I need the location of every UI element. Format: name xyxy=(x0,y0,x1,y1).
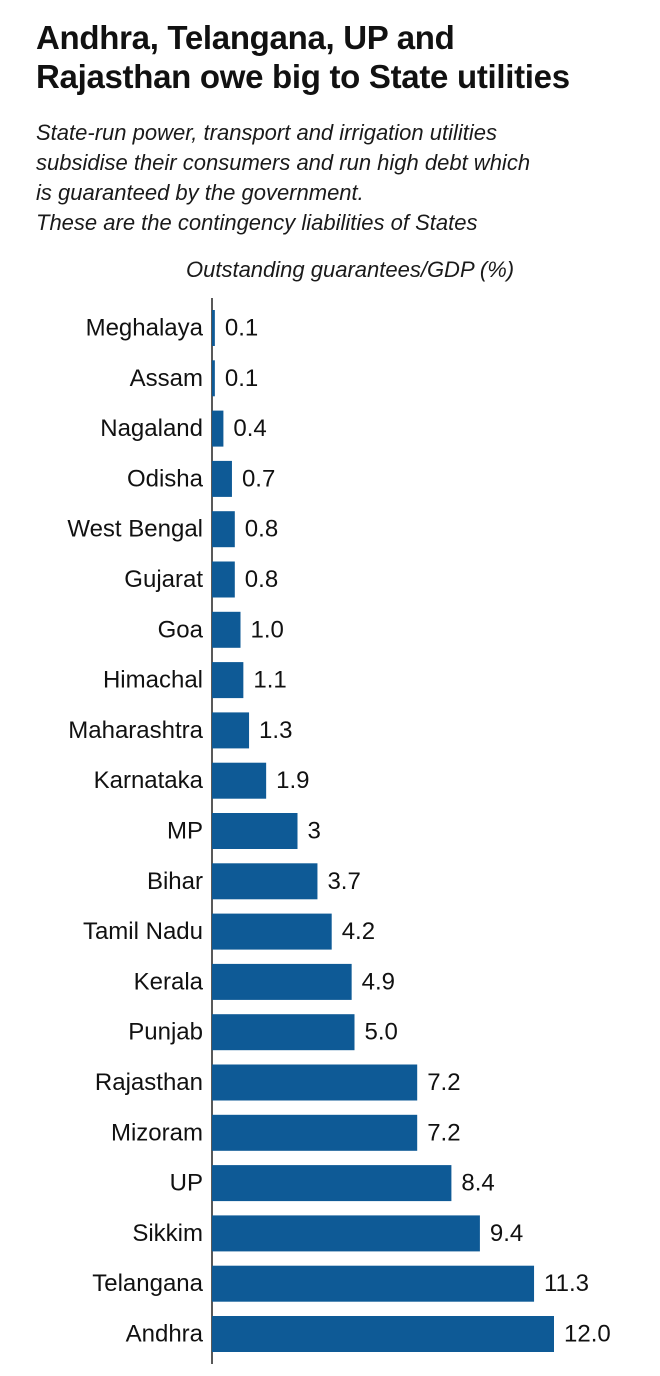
category-label-mizoram: Mizoram xyxy=(111,1119,203,1146)
value-label-tamil-nadu: 4.2 xyxy=(342,918,375,945)
category-label-goa: Goa xyxy=(158,616,204,643)
value-label-up: 8.4 xyxy=(461,1170,494,1197)
chart-subtitle-line-4: These are the contingency liabilities of… xyxy=(36,210,478,235)
axis-title: Outstanding guarantees/GDP (%) xyxy=(186,257,515,282)
value-label-himachal: 1.1 xyxy=(253,667,286,694)
chart-subtitle: State-run power, transport and irrigatio… xyxy=(36,118,652,238)
bar-up xyxy=(212,1165,452,1202)
category-label-gujarat: Gujarat xyxy=(124,566,203,593)
bar-mizoram xyxy=(212,1114,418,1151)
bar-maharashtra xyxy=(212,712,250,749)
category-label-odisha: Odisha xyxy=(127,465,204,492)
category-label-rajasthan: Rajasthan xyxy=(95,1069,203,1096)
category-label-telangana: Telangana xyxy=(92,1270,203,1297)
bar-andhra xyxy=(212,1316,554,1352)
value-label-gujarat: 0.8 xyxy=(245,566,278,593)
value-label-telangana: 11.3 xyxy=(544,1270,589,1297)
value-label-assam: 0.1 xyxy=(225,365,258,392)
category-label-tamil-nadu: Tamil Nadu xyxy=(83,918,203,945)
category-label-andhra: Andhra xyxy=(126,1321,204,1348)
category-label-maharashtra: Maharashtra xyxy=(68,717,203,744)
bar-gujarat xyxy=(212,561,235,598)
value-label-nagaland: 0.4 xyxy=(233,415,266,442)
chart-subtitle-line-2: subsidise their consumers and run high d… xyxy=(36,150,531,175)
value-label-andhra: 12.0 xyxy=(564,1321,611,1348)
bar-punjab xyxy=(212,1014,355,1051)
category-label-west-bengal: West Bengal xyxy=(67,516,203,543)
value-label-odisha: 0.7 xyxy=(242,465,275,492)
value-label-goa: 1.0 xyxy=(251,616,284,643)
bar-goa xyxy=(212,611,241,648)
bar-odisha xyxy=(212,460,232,497)
category-label-karnataka: Karnataka xyxy=(94,767,204,794)
category-label-sikkim: Sikkim xyxy=(132,1220,203,1247)
value-label-maharashtra: 1.3 xyxy=(259,717,292,744)
value-label-karnataka: 1.9 xyxy=(276,767,309,794)
value-label-rajasthan: 7.2 xyxy=(427,1069,460,1096)
category-label-meghalaya: Meghalaya xyxy=(86,315,204,342)
category-label-nagaland: Nagaland xyxy=(100,415,203,442)
value-label-mizoram: 7.2 xyxy=(427,1119,460,1146)
bar-group: Meghalaya 0.1 Assam 0.1 Nagaland 0.4 Odisha 0.7… xyxy=(67,310,611,1352)
bar-west-bengal xyxy=(212,511,235,548)
bar-nagaland xyxy=(212,410,224,447)
category-label-kerala: Kerala xyxy=(134,968,204,995)
bar-rajasthan xyxy=(212,1064,418,1101)
bar-kerala xyxy=(212,963,352,1000)
chart-title-line-2: Rajasthan owe big to State utilities xyxy=(36,58,570,95)
bar-assam xyxy=(212,360,215,397)
value-label-sikkim: 9.4 xyxy=(490,1220,523,1247)
bar-sikkim xyxy=(212,1215,480,1252)
bar-bihar xyxy=(212,863,318,900)
chart-subtitle-line-1: State-run power, transport and irrigatio… xyxy=(36,120,498,145)
bar-tamil-nadu xyxy=(212,913,332,950)
value-label-kerala: 4.9 xyxy=(362,968,395,995)
bar-mp xyxy=(212,813,298,849)
category-label-assam: Assam xyxy=(130,365,203,392)
category-label-punjab: Punjab xyxy=(128,1019,203,1046)
value-label-west-bengal: 0.8 xyxy=(245,516,278,543)
category-label-bihar: Bihar xyxy=(147,868,203,895)
category-label-himachal: Himachal xyxy=(103,667,203,694)
value-label-punjab: 5.0 xyxy=(365,1019,398,1046)
category-label-mp: MP xyxy=(167,818,203,845)
bar-karnataka xyxy=(212,762,267,799)
bar-telangana xyxy=(212,1265,535,1302)
bar-himachal xyxy=(212,662,244,699)
value-label-bihar: 3.7 xyxy=(327,868,360,895)
category-label-up: UP xyxy=(170,1170,203,1197)
chart-title-line-1: Andhra, Telangana, UP and xyxy=(36,19,455,56)
value-label-meghalaya: 0.1 xyxy=(225,315,258,342)
value-label-mp: 3 xyxy=(308,818,321,845)
bar-meghalaya xyxy=(212,310,215,346)
chart-title: Andhra, Telangana, UP and Rajasthan owe … xyxy=(36,18,646,96)
chart-subtitle-line-3: is guaranteed by the government. xyxy=(36,180,364,205)
